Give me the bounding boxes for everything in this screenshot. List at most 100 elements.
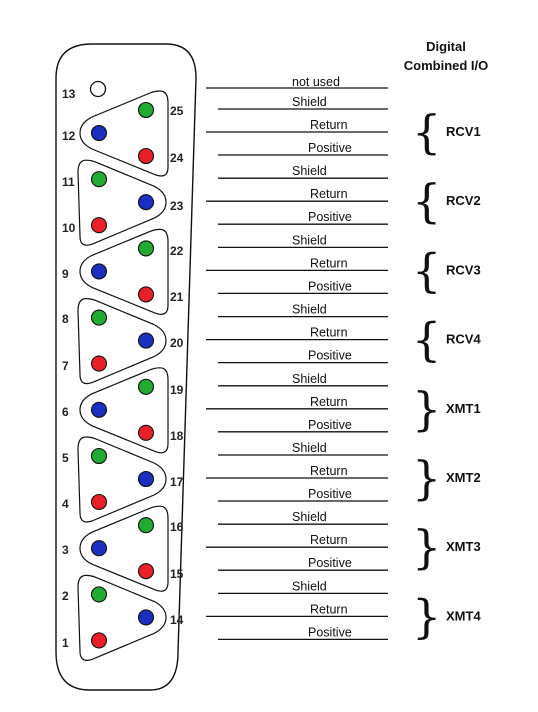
pin-13-hole [89,80,107,98]
wire-label-rcv4-return: Return [310,326,348,340]
pin-hole-xmt1-return [90,401,108,418]
pin-hole-xmt1-shield [137,378,155,395]
wire-label-rcv2-positive: Positive [308,210,352,224]
wire-label-xmt2-positive: Positive [308,487,352,501]
heading-line-1: Digital [426,39,466,54]
pin-number-1: 1 [62,636,69,650]
group-label-xmt2: XMT2 [446,470,481,485]
brace-xmt2: } [412,451,441,505]
pin-hole-xmt4-shield [90,586,108,603]
pin-number-2: 2 [62,589,69,603]
pin-groups: 121110987654321252423222120191817161514S… [62,90,481,661]
pin-hole-xmt2-positive [90,493,108,511]
pin-number-4: 4 [62,497,69,511]
pin-number-7: 7 [62,359,69,373]
brace-rcv3: { [412,243,441,297]
pin-hole-rcv3-shield [137,240,155,257]
pin-number-13: 13 [62,87,76,101]
pin-number-19: 19 [170,383,184,397]
pin-number-21: 21 [170,290,184,304]
wire-label-xmt4-shield: Shield [292,579,327,593]
pin-number-14: 14 [170,613,184,627]
wire-label-xmt3-positive: Positive [308,556,352,570]
pin-hole-rcv4-positive [90,355,108,372]
wire-label-xmt2-shield: Shield [292,441,327,455]
pin-hole-rcv2-return [137,194,155,211]
pin-hole-xmt3-return [90,540,108,557]
pin-group-outline-xmt3 [79,505,169,592]
wire-label-xmt2-return: Return [310,464,348,478]
pin-number-9: 9 [62,267,69,281]
pin-number-25: 25 [170,104,184,118]
pin-number-3: 3 [62,543,69,557]
wire-label-rcv1-return: Return [310,118,348,132]
pin-hole-xmt2-return [137,470,155,488]
pin-group-outline-xmt2 [77,436,167,523]
pin-hole-xmt4-positive [90,632,108,649]
pin-number-10: 10 [62,221,76,235]
pin-number-23: 23 [170,199,184,213]
wire-label-rcv4-shield: Shield [292,303,327,317]
brace-rcv2: { [412,174,441,228]
pin-number-15: 15 [170,567,184,581]
wire-label-xmt3-return: Return [310,533,348,547]
pin-group-outline-rcv1 [79,90,169,177]
pin-hole-rcv1-positive [137,147,155,165]
connector-shell [55,43,197,691]
pin-number-5: 5 [62,451,69,465]
pin-hole-rcv2-shield [90,171,108,188]
group-label-xmt3: XMT3 [446,539,481,554]
wire-label-rcv2-return: Return [310,187,348,201]
pin-hole-rcv4-return [137,332,155,349]
group-label-xmt1: XMT1 [446,401,481,416]
group-label-rcv2: RCV2 [446,193,481,208]
pin-group-outline-rcv2 [77,159,167,246]
pin-group-outline-rcv3 [79,228,169,315]
pin-hole-rcv1-shield [137,101,155,119]
brace-xmt4: } [412,589,441,643]
pin-hole-xmt4-return [137,609,155,626]
heading-line-2: Combined I/O [404,58,489,73]
pin-number-18: 18 [170,429,184,443]
pin-hole-xmt2-shield [90,447,108,465]
pin-hole-rcv3-positive [137,286,155,303]
pin-number-11: 11 [62,175,75,189]
wire-label-xmt4-return: Return [310,602,348,616]
wire-label-rcv3-shield: Shield [292,233,327,247]
pin-group-outline-xmt4 [77,574,167,661]
group-label-rcv4: RCV4 [446,332,481,347]
brace-rcv1: { [412,105,441,159]
wire-label-rcv3-positive: Positive [308,279,352,293]
wire-label-rcv4-positive: Positive [308,349,352,363]
pin-hole-rcv4-shield [90,309,108,326]
pin-number-22: 22 [170,244,184,258]
pin-number-24: 24 [170,151,184,165]
wire-label-xmt1-shield: Shield [292,372,327,386]
pin-hole-xmt1-positive [137,424,155,441]
pin-number-12: 12 [62,129,76,143]
wire-label-rcv1-positive: Positive [308,141,352,155]
group-label-rcv1: RCV1 [446,124,481,139]
group-label-rcv3: RCV3 [446,262,481,277]
brace-rcv4: { [412,313,441,367]
wire-label-xmt1-positive: Positive [308,418,352,432]
brace-xmt3: } [412,520,441,574]
pin-hole-rcv3-return [90,263,108,280]
pin-number-17: 17 [170,475,184,489]
pin-number-6: 6 [62,405,69,419]
wire-label-not-used: not used [292,75,340,89]
pin-hole-rcv2-positive [90,217,108,234]
wire-label-rcv3-return: Return [310,256,348,270]
pin-number-8: 8 [62,312,69,326]
pin-hole-rcv1-return [90,124,108,142]
pin-hole-xmt3-positive [137,563,155,580]
pin-number-20: 20 [170,336,184,350]
brace-xmt1: } [412,382,441,436]
wire-label-xmt4-positive: Positive [308,625,352,639]
pin-number-16: 16 [170,520,184,534]
pin-group-outline-rcv4 [77,297,167,385]
group-label-xmt4: XMT4 [446,608,481,623]
pin-group-outline-xmt1 [79,367,169,454]
wire-label-rcv2-shield: Shield [292,164,327,178]
